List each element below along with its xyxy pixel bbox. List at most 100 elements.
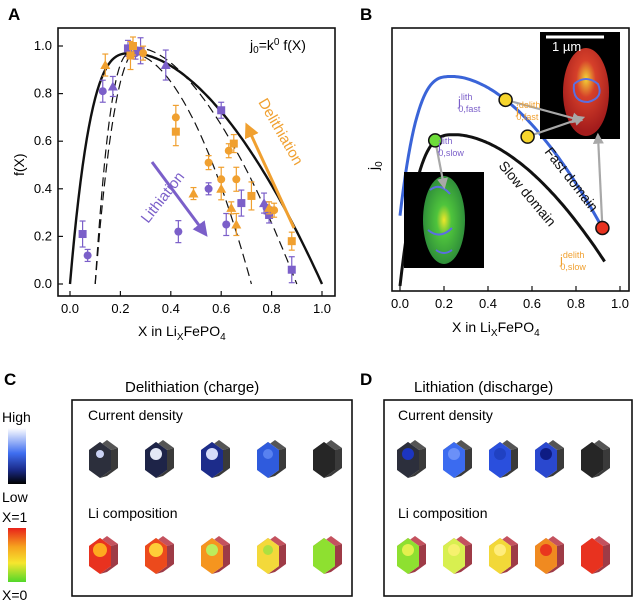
data-point-circle: [224, 146, 233, 155]
marker-arrow: [592, 132, 604, 229]
x-tick-label-a: 0.6: [212, 301, 230, 316]
panel-c-row1-label: Current density: [88, 407, 183, 423]
panel-label-c: C: [4, 370, 16, 389]
y-axis-label-b: j0: [365, 161, 385, 171]
data-point-circle: [174, 227, 183, 236]
data-point-square: [287, 265, 296, 274]
data-point-square: [123, 44, 132, 53]
particle: [535, 440, 564, 478]
plot-frame-b: [391, 27, 630, 292]
marker-points: [427, 92, 610, 236]
x-tick-label-a: 0.4: [162, 301, 180, 316]
label-j0-lith-slow: jlith 0,slow: [437, 136, 464, 158]
particle-spot: [494, 544, 506, 556]
data-point-square: [237, 199, 246, 208]
data-point-square: [265, 210, 274, 219]
panel-d-row2-label: Li composition: [398, 505, 488, 521]
y-tick-label-a: 0.0: [34, 276, 52, 291]
particle-spot: [149, 543, 163, 557]
particle: [201, 536, 230, 574]
data-point-circle: [232, 175, 241, 184]
particle: [397, 440, 426, 478]
particle-face: [313, 442, 335, 478]
data-point-square: [129, 42, 137, 50]
x-tick-label-a: 0.8: [263, 301, 281, 316]
particle: [443, 536, 472, 574]
marker-arrow: [527, 115, 586, 138]
panel-c-title: Delithiation (charge): [125, 379, 259, 396]
y-tick-label-a: 1.0: [34, 38, 52, 53]
particle-spot: [93, 543, 107, 557]
panel-a-ticks: 0.0 0.2 0.4 0.6 0.8 1.0 0.0 0.2 0.4 0.6 0.8 1.0: [34, 38, 331, 316]
particle-spot: [206, 448, 218, 460]
panel-d-title: Lithiation (discharge): [414, 379, 553, 396]
particle: [145, 536, 174, 574]
panel-label-a: A: [8, 5, 20, 24]
equation-annotation: j0=k0 f(X): [249, 37, 306, 56]
data-point-triangle: [216, 183, 227, 193]
panel-d-current-particles: [397, 440, 610, 478]
particle-side: [500, 544, 518, 574]
particle-spot: [263, 545, 273, 555]
particle-face: [257, 442, 279, 478]
data-point-circle: [222, 220, 231, 229]
panel-label-b: B: [360, 5, 372, 24]
current-density-colorbar: [8, 428, 26, 484]
y-tick-label-a: 0.2: [34, 228, 52, 243]
particle: [535, 536, 564, 574]
particle-image-fast: 1 µm: [540, 32, 620, 139]
data-point-triangle: [107, 81, 118, 91]
data-point-square: [247, 191, 256, 200]
data-point-triangle: [231, 219, 242, 229]
particle: [489, 536, 518, 574]
scale-bar-label: 1 µm: [552, 39, 581, 54]
data-point-triangle: [188, 188, 199, 198]
particle-spot: [150, 448, 162, 460]
data-point-circle: [270, 206, 279, 215]
particle-face: [89, 442, 111, 478]
particle-spot: [540, 544, 552, 556]
master-curve: [68, 51, 324, 285]
data-point-square: [171, 127, 180, 136]
panel-d-composition-particles: [397, 536, 610, 574]
x-tick-label-b: 0.4: [479, 296, 497, 311]
data-point-triangle: [259, 198, 270, 208]
data-point-triangle: [226, 202, 237, 212]
data-point-circle: [204, 158, 213, 167]
x-tick-label-a: 0.0: [61, 301, 79, 316]
particle: [201, 440, 230, 478]
data-point-triangle: [100, 60, 111, 70]
particle-face: [581, 538, 603, 574]
data-point-circle: [139, 49, 148, 58]
particle: [489, 440, 518, 478]
marker-point: [520, 129, 535, 144]
x-tick-label-b: 1.0: [611, 296, 629, 311]
panel-b-ticks: 0.0 0.2 0.4 0.6 0.8 1.0: [391, 286, 629, 311]
label-j0-delith-slow: jdelith 0,slow: [559, 250, 586, 272]
particle: [89, 536, 118, 574]
particle-spot: [96, 450, 104, 458]
data-point-circle: [204, 184, 213, 193]
particle-side: [546, 448, 564, 478]
y-tick-label-a: 0.8: [34, 86, 52, 101]
marker-point: [427, 133, 443, 148]
particle-side: [324, 544, 342, 574]
particle-side: [156, 544, 174, 574]
label-j0-delith-fast: jdelith 0,fast: [515, 100, 540, 122]
data-point-square: [229, 139, 238, 148]
y-axis-label-a: f(X): [11, 153, 27, 176]
x-axis-label-a: X in LiXFePO4: [138, 323, 226, 343]
x-axis-label-b: X in LiXFePO4: [452, 319, 540, 339]
particle-side: [100, 544, 118, 574]
label-j0-lith-fast: jlith 0,fast: [457, 92, 481, 114]
legend-high: High: [2, 409, 31, 425]
panel-c-row2-label: Li composition: [88, 505, 178, 521]
particle-spot: [448, 448, 460, 460]
panel-d-row1-label: Current density: [398, 407, 493, 423]
marker-arrow: [434, 140, 448, 190]
panel-label-d: D: [360, 370, 372, 389]
particle-side: [212, 544, 230, 574]
particle-side: [592, 544, 610, 574]
marker-arrow: [505, 98, 584, 124]
